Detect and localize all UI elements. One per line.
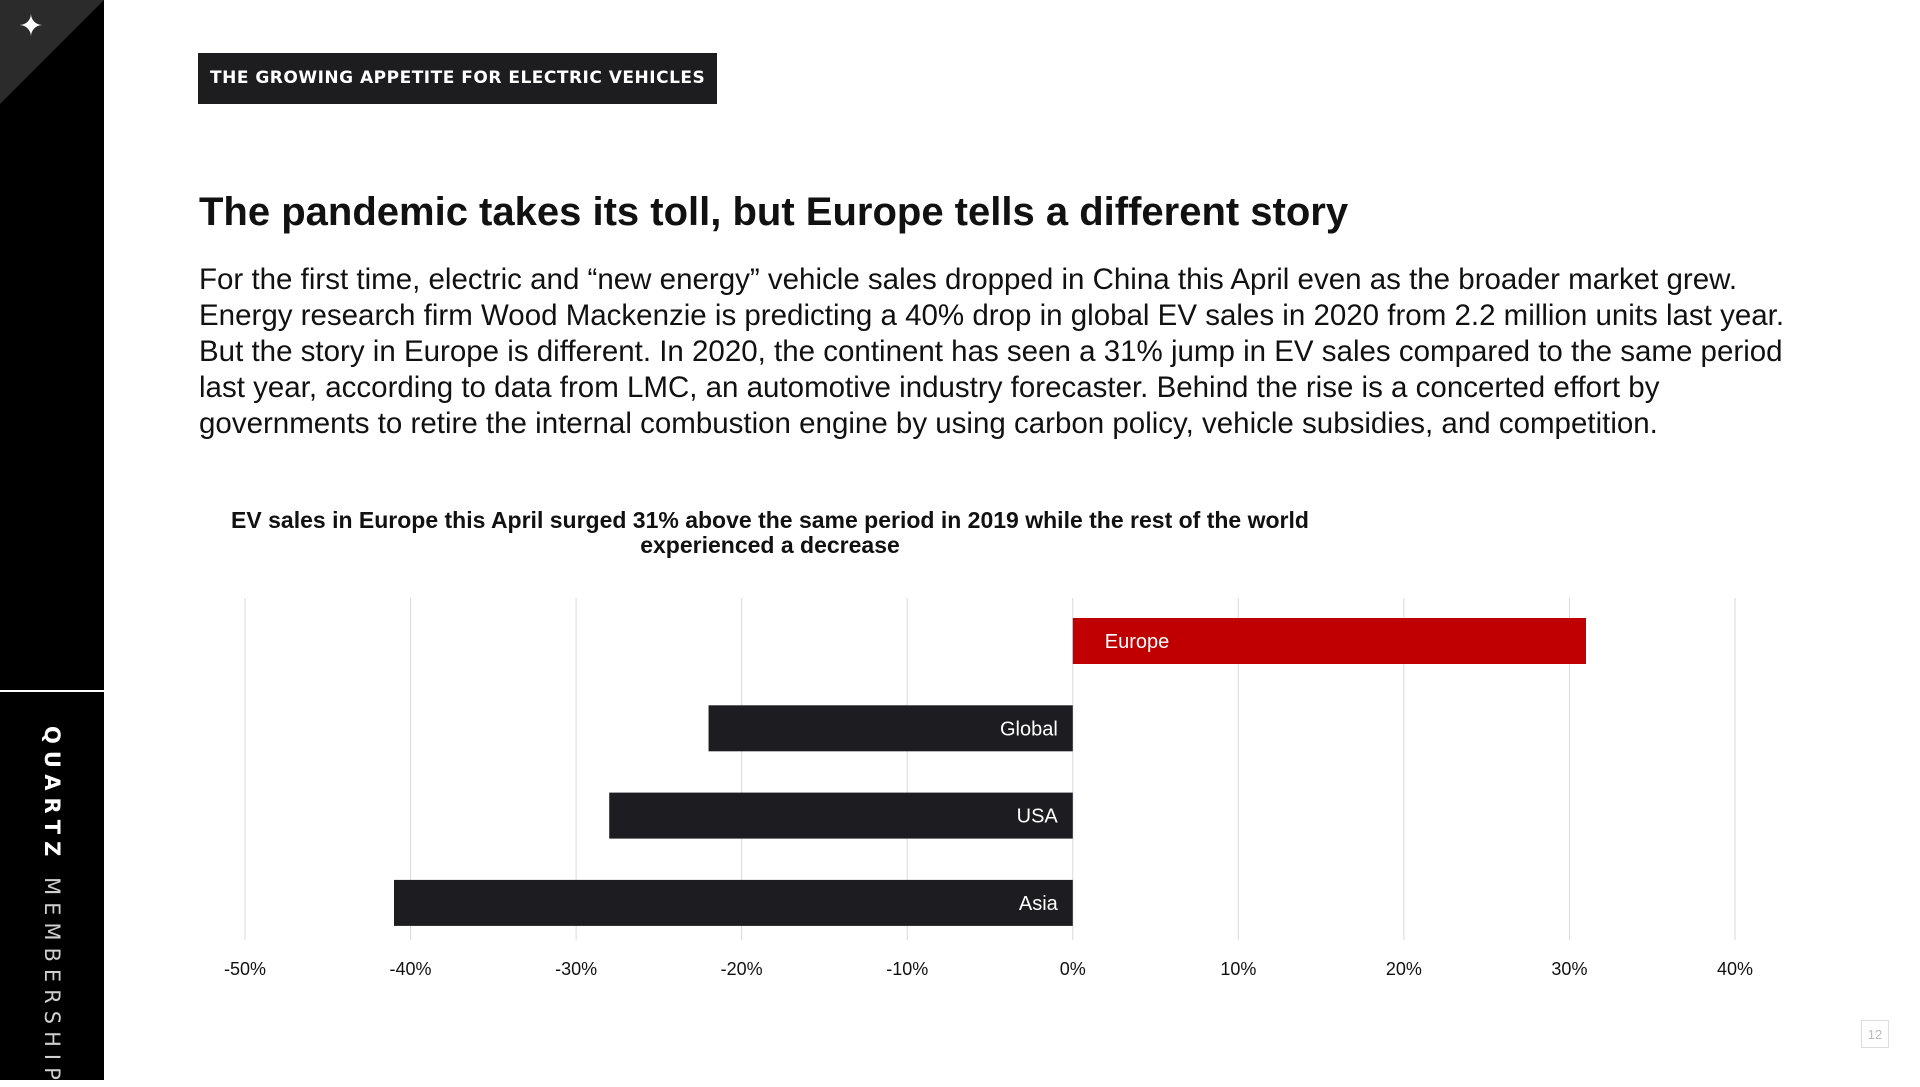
x-tick-label: 40% xyxy=(1717,959,1753,979)
x-tick-label: -20% xyxy=(721,959,763,979)
section-tag: THE GROWING APPETITE FOR ELECTRIC VEHICL… xyxy=(198,53,718,104)
bar-label-global: Global xyxy=(1000,718,1058,740)
body-paragraph: For the first time, electric and “new en… xyxy=(199,263,1785,440)
sparkle-icon: ✦ xyxy=(18,10,44,43)
x-axis-ticks: -50% -40% -30% -20% -10% 0% 10% 20% 30% 40% xyxy=(224,959,1753,979)
bar-label-asia: Asia xyxy=(1019,893,1059,915)
chart-title: EV sales in Europe this April surged 31%… xyxy=(231,507,1309,558)
x-tick-label: 20% xyxy=(1386,959,1422,979)
brand-bold: QUARTZ xyxy=(40,726,64,864)
page-number: 12 xyxy=(1861,1020,1889,1048)
x-tick-label: -50% xyxy=(224,959,266,979)
x-tick-label: -30% xyxy=(555,959,597,979)
bar-usa xyxy=(609,792,1073,839)
x-tick-label: -10% xyxy=(886,959,928,979)
x-tick-label: 0% xyxy=(1060,959,1086,979)
x-tick-label: 30% xyxy=(1551,959,1587,979)
x-tick-label: -40% xyxy=(390,959,432,979)
brand-light: MEMBERSHIP xyxy=(40,876,64,1087)
bar-label-usa: USA xyxy=(1017,806,1059,828)
x-tick-label: 10% xyxy=(1220,959,1256,979)
bar-label-europe: Europe xyxy=(1105,631,1170,653)
bar-asia xyxy=(394,879,1073,926)
bar-global xyxy=(708,705,1073,752)
bar-europe xyxy=(1072,618,1586,664)
corner-tab xyxy=(0,0,104,104)
headline: The pandemic takes its toll, but Europe … xyxy=(199,190,1349,234)
sidebar: ✦ QUARTZ MEMBERSHIP xyxy=(0,0,104,1087)
brand-wordmark: QUARTZ MEMBERSHIP xyxy=(40,726,64,1087)
bars: Europe Global USA Asia xyxy=(394,618,1586,926)
sidebar-divider xyxy=(0,690,104,692)
